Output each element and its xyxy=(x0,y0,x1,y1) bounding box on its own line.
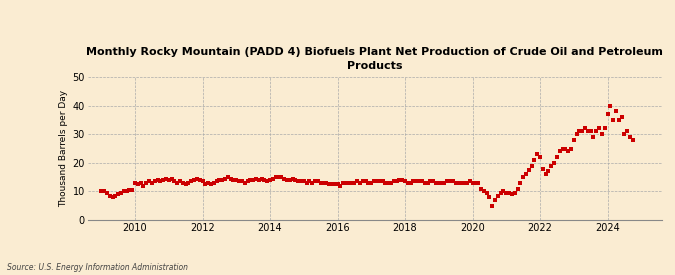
Text: Source: U.S. Energy Information Administration: Source: U.S. Energy Information Administ… xyxy=(7,263,188,272)
Y-axis label: Thousand Barrels per Day: Thousand Barrels per Day xyxy=(59,90,68,207)
Title: Monthly Rocky Mountain (PADD 4) Biofuels Plant Net Production of Crude Oil and P: Monthly Rocky Mountain (PADD 4) Biofuels… xyxy=(86,48,663,71)
